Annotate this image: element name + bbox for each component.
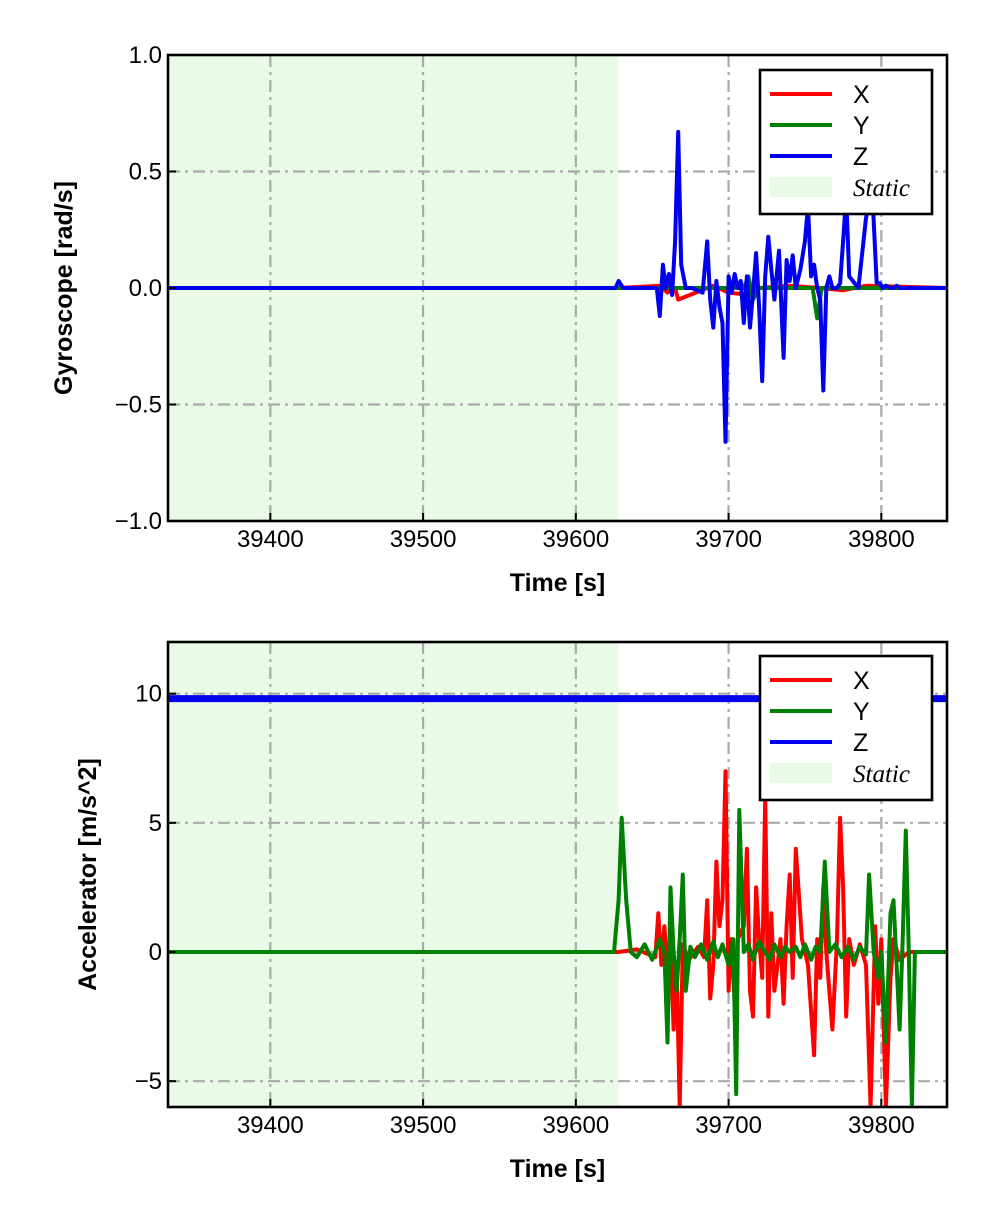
- y-tick-label: 1.0: [129, 42, 162, 69]
- y-tick-label: 0.0: [129, 275, 162, 302]
- legend-label-static: Static: [853, 175, 910, 202]
- y-tick-label: 5: [149, 810, 162, 837]
- x-axis-label: Time [s]: [510, 569, 605, 597]
- legend-label-z: Z: [853, 729, 868, 757]
- x-tick-label: 39800: [848, 526, 915, 553]
- legend-label-x: X: [853, 81, 870, 109]
- x-tick-label: 39700: [695, 1112, 762, 1139]
- y-tick-label: 0: [149, 939, 162, 966]
- x-tick-label: 39800: [848, 1112, 915, 1139]
- legend-label-y: Y: [853, 112, 870, 140]
- x-tick-label: 39600: [542, 526, 609, 553]
- x-tick-label: 39400: [237, 526, 304, 553]
- y-tick-label: −5: [135, 1068, 162, 1095]
- x-tick-label: 39500: [390, 526, 457, 553]
- y-axis-label: Gyroscope [rad/s]: [50, 181, 78, 395]
- legend-label-y: Y: [853, 698, 870, 726]
- series-line-y: [168, 807, 947, 1107]
- chart-panel-1: 39400 39500 39600 39700 39800 −1.0 −0.5 0.0 0.5 1…: [50, 42, 949, 597]
- y-tick-label: 0.5: [129, 159, 162, 186]
- x-tick-label: 39400: [237, 1112, 304, 1139]
- x-axis-label: Time [s]: [510, 1155, 605, 1183]
- legend: XYZ Static: [758, 654, 934, 802]
- legend-swatch-static: [770, 177, 832, 197]
- y-tick-label: 10: [135, 681, 162, 708]
- y-tick-label: −1.0: [115, 508, 162, 535]
- series-line-z: [168, 129, 947, 444]
- y-tick-label: −0.5: [115, 392, 162, 419]
- x-tick-label: 39500: [390, 1112, 457, 1139]
- legend-label-z: Z: [853, 143, 868, 171]
- x-tick-label: 39600: [542, 1112, 609, 1139]
- axes-frame: [166, 640, 949, 1109]
- static-region: [168, 642, 619, 1107]
- legend-label-x: X: [853, 667, 870, 695]
- y-axis-label: Accelerator [m/s^2]: [74, 758, 102, 991]
- legend: XYZ Static: [758, 68, 934, 216]
- chart-panel-2: 39400 39500 39600 39700 39800 −5 0 5 10 Time [s] A…: [74, 640, 949, 1183]
- legend-label-static: Static: [853, 761, 910, 788]
- legend-swatch-static: [770, 763, 832, 783]
- x-tick-label: 39700: [695, 526, 762, 553]
